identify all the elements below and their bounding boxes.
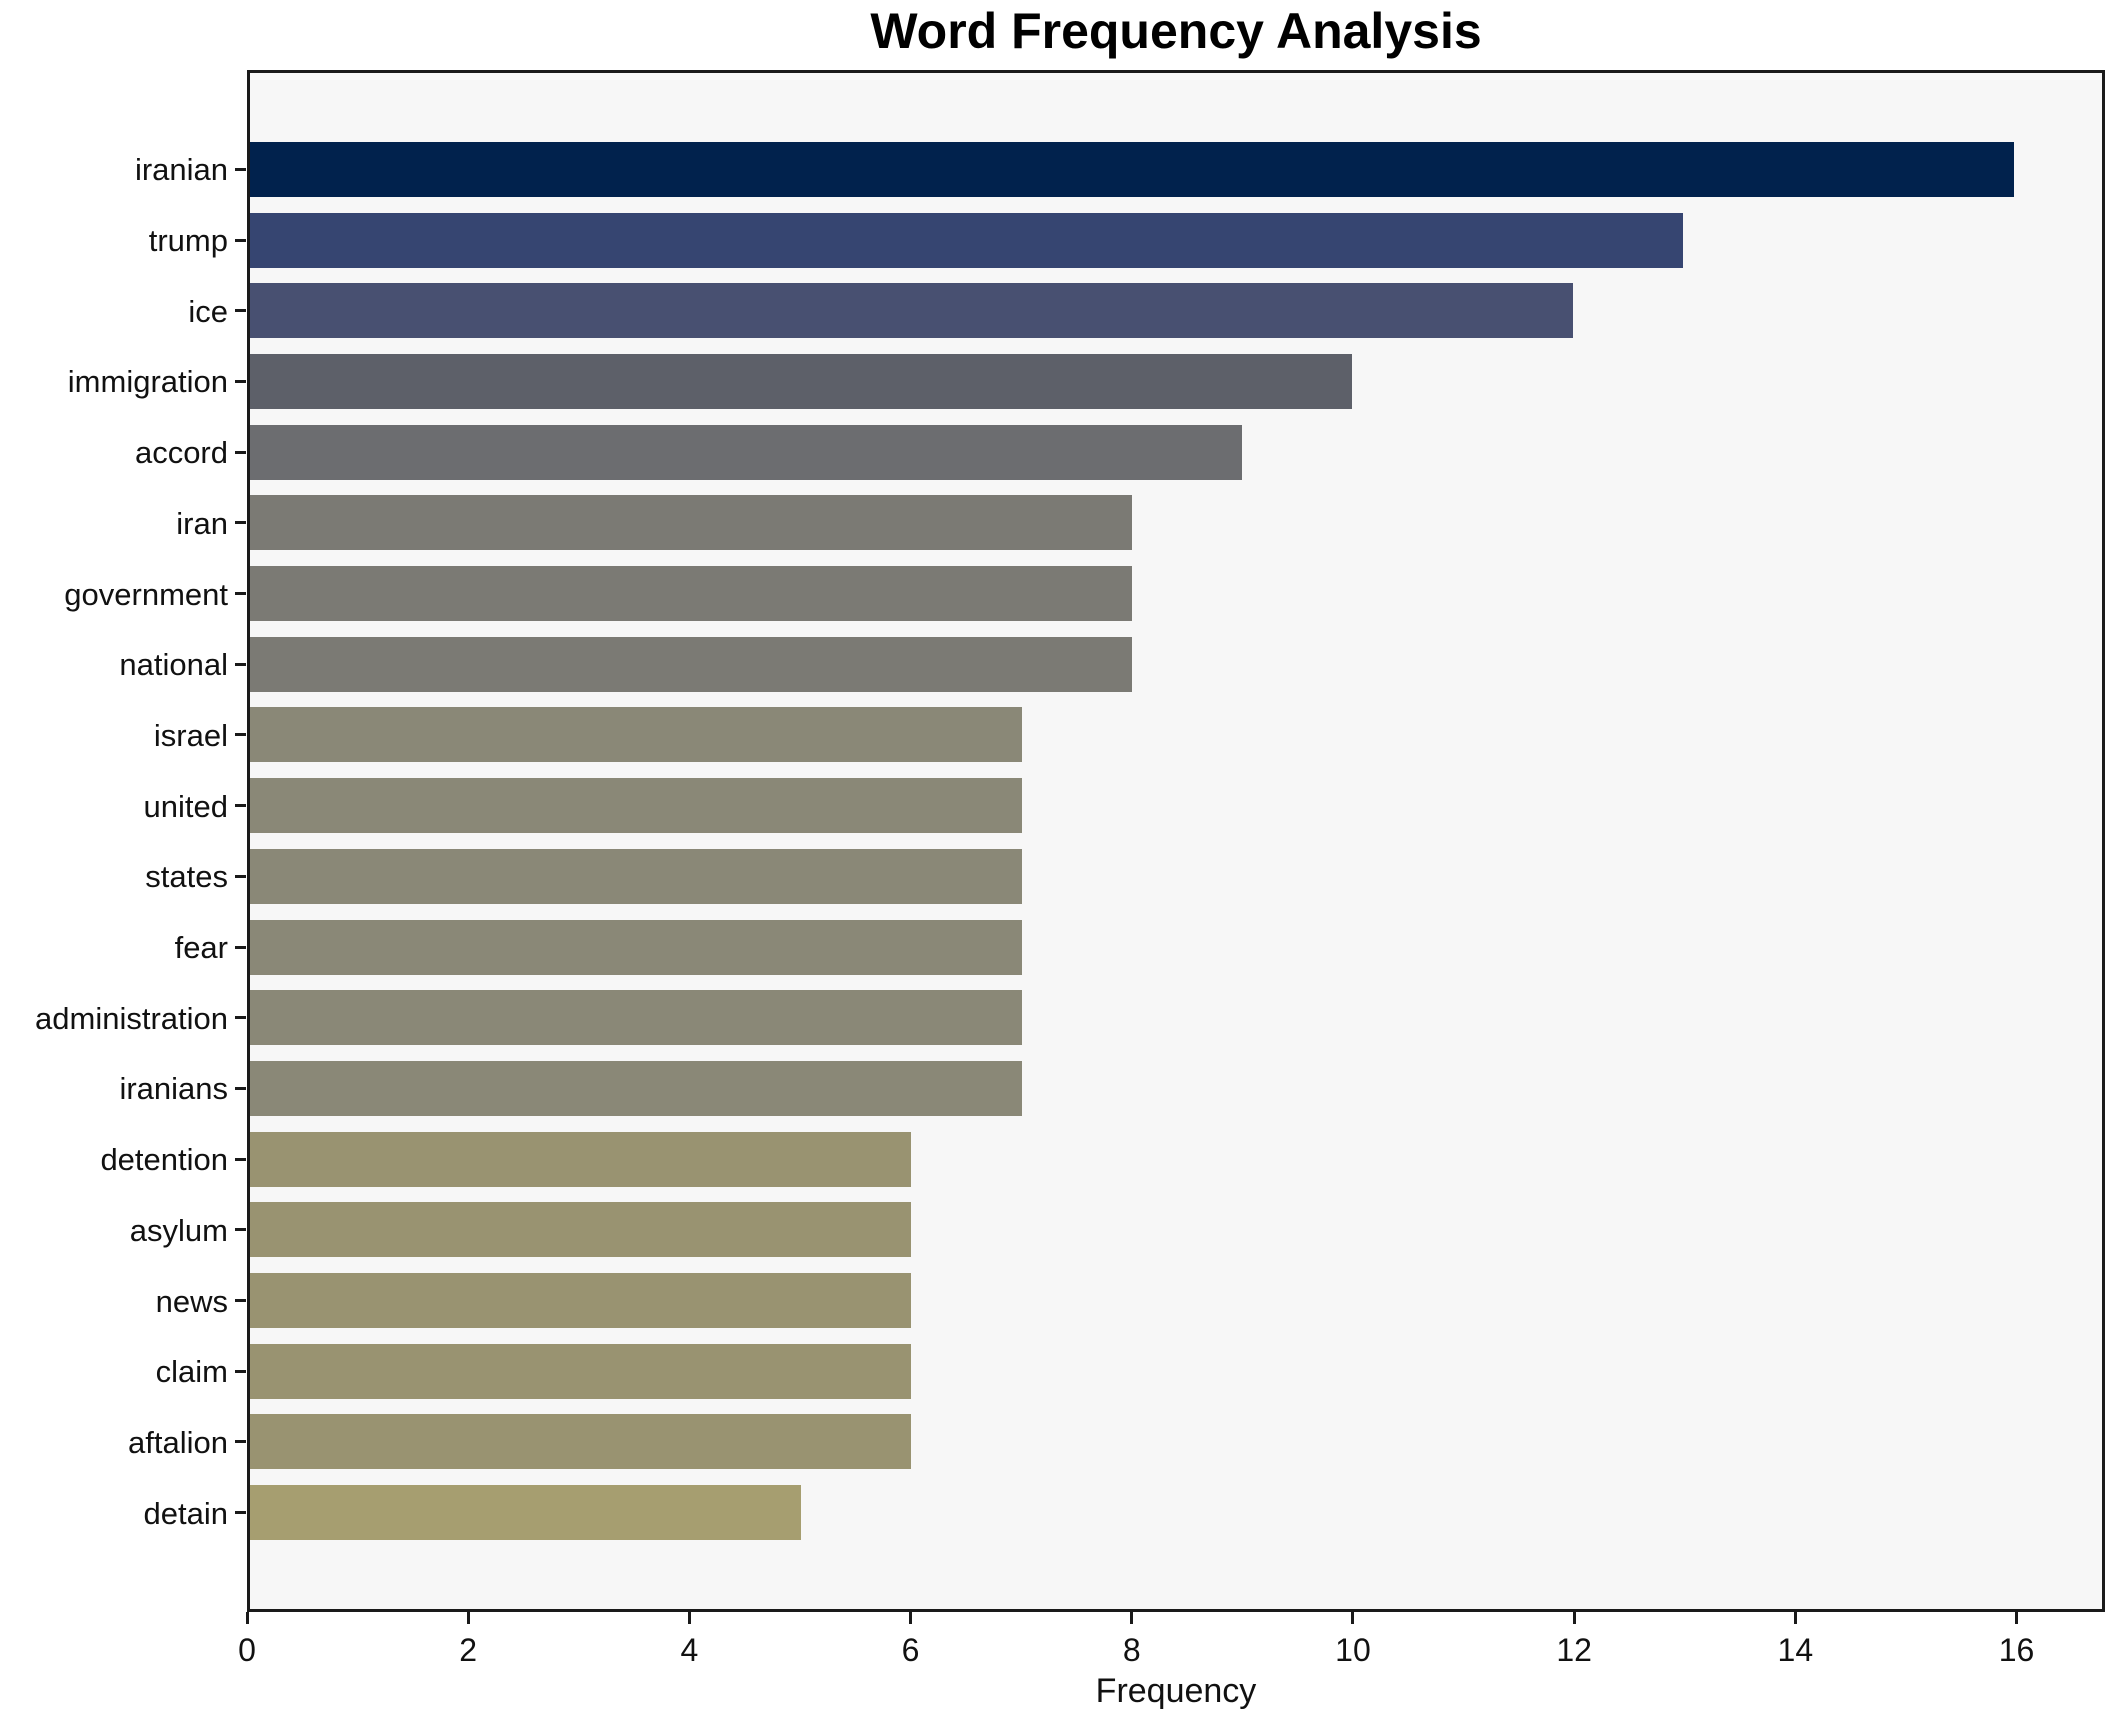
x-tick-label-6: 6 — [901, 1632, 920, 1668]
bar-iranian — [250, 141, 2014, 197]
x-tick-label-0: 0 — [238, 1632, 256, 1668]
x-tick-mark — [1351, 1612, 1355, 1624]
y-tick-label-government: government — [64, 576, 228, 612]
y-tick-label-claim: claim — [155, 1354, 228, 1390]
x-tick-label-8: 8 — [1122, 1632, 1141, 1668]
y-tick-mark — [235, 238, 246, 242]
y-tick-mark — [235, 804, 246, 808]
x-tick-label-10: 10 — [1335, 1632, 1371, 1668]
y-tick-mark — [235, 1086, 246, 1090]
y-tick-label-ice: ice — [188, 293, 228, 329]
bar-administration — [250, 990, 1022, 1046]
chart-title: Word Frequency Analysis — [870, 3, 1482, 59]
y-tick-mark — [235, 309, 246, 313]
bar-immigration — [250, 353, 1353, 409]
bar-asylum — [250, 1202, 912, 1258]
y-tick-label-iran: iran — [176, 505, 228, 541]
y-tick-label-aftalion: aftalion — [128, 1424, 228, 1460]
x-tick-label-12: 12 — [1556, 1632, 1592, 1668]
y-tick-mark — [235, 450, 246, 454]
x-axis-label: Frequency — [1095, 1672, 1257, 1710]
y-tick-label-detain: detain — [143, 1495, 228, 1531]
bar-ice — [250, 283, 1573, 339]
x-tick-label-14: 14 — [1777, 1632, 1814, 1668]
bar-states — [250, 848, 1022, 904]
x-tick-mark — [245, 1612, 249, 1624]
y-tick-mark — [235, 592, 246, 596]
plot-area — [247, 70, 2105, 1612]
x-tick-mark — [1130, 1612, 1134, 1624]
bar-trump — [250, 212, 1684, 268]
bar-iran — [250, 495, 1132, 551]
y-tick-mark — [235, 945, 246, 949]
y-tick-mark — [235, 733, 246, 737]
y-tick-label-united: united — [143, 788, 228, 824]
x-tick-label-2: 2 — [459, 1632, 478, 1668]
bar-detain — [250, 1485, 802, 1541]
y-tick-label-iranians: iranians — [119, 1071, 228, 1107]
bar-government — [250, 566, 1132, 622]
bar-fear — [250, 919, 1022, 975]
y-tick-label-immigration: immigration — [67, 364, 228, 400]
y-tick-label-asylum: asylum — [129, 1212, 228, 1248]
y-tick-mark — [235, 874, 246, 878]
bar-national — [250, 636, 1132, 692]
y-tick-label-accord: accord — [134, 435, 228, 471]
y-tick-mark — [235, 1299, 246, 1303]
y-tick-mark — [235, 379, 246, 383]
y-tick-mark — [235, 662, 246, 666]
y-tick-label-states: states — [145, 859, 228, 895]
bar-united — [250, 778, 1022, 834]
y-tick-mark — [235, 1016, 246, 1020]
bar-iranians — [250, 1060, 1022, 1116]
y-tick-label-trump: trump — [148, 223, 228, 259]
y-tick-mark — [235, 1511, 246, 1515]
x-tick-mark — [909, 1612, 913, 1624]
y-tick-mark — [235, 1228, 246, 1232]
bar-detention — [250, 1131, 912, 1187]
y-tick-label-iranian: iranian — [134, 152, 228, 188]
y-tick-label-news: news — [155, 1283, 228, 1319]
x-tick-mark — [1793, 1612, 1797, 1624]
x-tick-mark — [687, 1612, 691, 1624]
y-tick-mark — [235, 521, 246, 525]
bar-claim — [250, 1343, 912, 1399]
y-tick-label-detention: detention — [100, 1142, 228, 1178]
y-tick-mark — [235, 167, 246, 171]
y-tick-label-fear: fear — [174, 930, 228, 966]
bar-accord — [250, 424, 1243, 480]
bar-news — [250, 1273, 912, 1329]
bar-israel — [250, 707, 1022, 763]
y-tick-label-administration: administration — [35, 1000, 228, 1036]
x-tick-mark — [1572, 1612, 1576, 1624]
y-tick-label-israel: israel — [153, 717, 228, 753]
y-tick-label-national: national — [119, 647, 228, 683]
bar-aftalion — [250, 1414, 912, 1470]
x-tick-label-4: 4 — [680, 1632, 699, 1668]
x-tick-mark — [2015, 1612, 2019, 1624]
x-tick-mark — [466, 1612, 470, 1624]
y-tick-mark — [235, 1369, 246, 1373]
y-tick-mark — [235, 1157, 246, 1161]
x-tick-label-16: 16 — [1998, 1632, 2035, 1668]
y-tick-mark — [235, 1440, 246, 1444]
